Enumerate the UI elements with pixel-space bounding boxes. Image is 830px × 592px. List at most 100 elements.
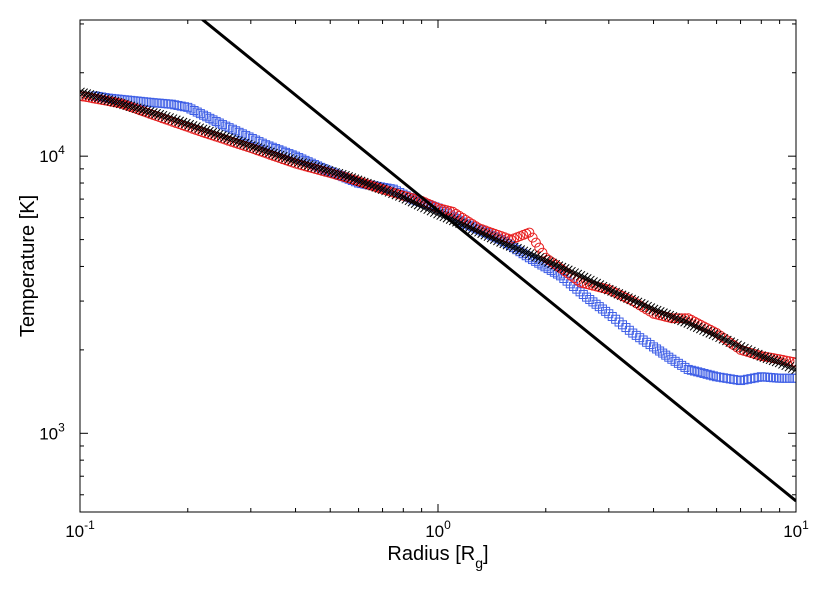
data-point-cross bbox=[732, 340, 742, 351]
data-point-square bbox=[591, 299, 601, 309]
data-point-circle bbox=[791, 357, 796, 368]
data-point-cross bbox=[191, 122, 201, 132]
data-point-square bbox=[594, 302, 604, 312]
data-point-cross bbox=[683, 318, 694, 328]
data-point-square bbox=[202, 112, 212, 122]
data-point-square bbox=[746, 374, 756, 384]
data-point-cross bbox=[226, 134, 237, 145]
data-point-square bbox=[578, 289, 588, 299]
data-point-square bbox=[205, 113, 215, 123]
data-point-cross bbox=[255, 144, 266, 154]
data-point-cross bbox=[413, 199, 424, 210]
data-point-cross bbox=[762, 353, 773, 364]
data-point-square bbox=[631, 330, 641, 340]
x-tick-label: 10-1 bbox=[65, 518, 95, 541]
data-point-cross bbox=[410, 198, 421, 209]
data-point-cross bbox=[128, 102, 139, 113]
data-point-circle bbox=[530, 237, 541, 248]
data-point-square bbox=[712, 372, 722, 382]
data-point-square bbox=[183, 102, 193, 112]
data-point-cross bbox=[100, 94, 110, 105]
data-point-cross bbox=[464, 222, 475, 233]
data-point-cross bbox=[293, 157, 304, 167]
data-point-square bbox=[628, 328, 638, 338]
data-point-square bbox=[604, 309, 614, 319]
data-point-cross bbox=[632, 297, 643, 308]
data-point-cross bbox=[90, 91, 101, 102]
data-point-cross bbox=[416, 201, 427, 212]
data-point-cross bbox=[496, 237, 506, 247]
data-point-square bbox=[179, 102, 189, 112]
data-point-square bbox=[686, 365, 696, 375]
data-point-cross bbox=[642, 301, 653, 312]
data-point-cross bbox=[483, 231, 494, 242]
data-point-cross bbox=[154, 109, 165, 120]
data-point-cross bbox=[752, 349, 763, 360]
data-point-cross bbox=[233, 136, 243, 147]
data-point-cross bbox=[784, 361, 795, 372]
data-point-cross bbox=[290, 156, 301, 166]
data-point-cross bbox=[194, 123, 205, 134]
data-point-square bbox=[176, 101, 186, 111]
data-point-cross bbox=[303, 160, 314, 170]
data-point-cross bbox=[725, 337, 736, 347]
data-point-cross bbox=[569, 268, 580, 278]
data-point-cross bbox=[502, 239, 513, 250]
data-point-square bbox=[173, 100, 183, 110]
data-point-cross bbox=[207, 127, 218, 138]
data-point-cross bbox=[204, 126, 214, 137]
data-point-circle bbox=[534, 242, 545, 253]
data-point-cross bbox=[239, 138, 250, 149]
data-point-cross bbox=[307, 161, 317, 171]
data-point-square bbox=[281, 147, 291, 157]
data-point-cross bbox=[718, 334, 729, 344]
data-point-square bbox=[221, 121, 231, 131]
data-point-cross bbox=[572, 269, 583, 280]
data-point-cross bbox=[97, 93, 107, 104]
data-point-cross bbox=[588, 277, 598, 287]
data-point-cross bbox=[281, 152, 291, 163]
x-tick-label: 100 bbox=[425, 518, 451, 541]
data-point-circle bbox=[100, 95, 111, 106]
data-point-square bbox=[618, 320, 628, 330]
data-point-cross bbox=[550, 259, 561, 270]
data-point-cross bbox=[562, 265, 573, 276]
data-point-cross bbox=[317, 164, 327, 174]
y-axis-title: Temperature [K] bbox=[17, 195, 39, 337]
data-point-cross bbox=[245, 140, 256, 151]
data-point-cross bbox=[556, 262, 567, 273]
data-point-cross bbox=[648, 304, 659, 315]
data-point-cross bbox=[654, 307, 665, 317]
data-point-cross bbox=[164, 113, 175, 123]
data-point-cross bbox=[480, 229, 491, 240]
data-point-cross bbox=[213, 129, 224, 140]
data-point-cross bbox=[768, 355, 779, 366]
data-point-square bbox=[749, 373, 759, 383]
data-point-cross bbox=[343, 171, 354, 182]
data-point-cross bbox=[512, 243, 522, 254]
data-point-square bbox=[621, 323, 631, 333]
data-point-cross bbox=[187, 121, 198, 131]
data-point-square bbox=[237, 129, 247, 139]
data-point-cross bbox=[493, 235, 503, 246]
data-point-cross bbox=[388, 188, 398, 199]
data-point-square bbox=[217, 120, 227, 130]
data-point-cross bbox=[229, 135, 240, 146]
data-point-cross bbox=[355, 176, 366, 187]
data-point-circle bbox=[524, 227, 535, 238]
data-point-cross bbox=[433, 208, 443, 219]
data-point-cross bbox=[374, 183, 385, 193]
ticks-layer: 10-1 100 101 103 104 bbox=[39, 20, 809, 541]
data-point-cross bbox=[80, 87, 85, 98]
data-point-cross bbox=[489, 234, 500, 244]
data-point-square bbox=[638, 335, 648, 345]
x-tick-label: 101 bbox=[783, 518, 809, 541]
data-point-cross bbox=[585, 275, 595, 286]
data-point-circle bbox=[527, 232, 538, 243]
data-point-cross bbox=[610, 287, 621, 298]
data-point-cross bbox=[728, 338, 739, 349]
data-point-square bbox=[588, 297, 598, 307]
data-point-cross bbox=[791, 364, 796, 375]
data-point-cross bbox=[84, 90, 95, 100]
data-point-cross bbox=[521, 247, 532, 258]
